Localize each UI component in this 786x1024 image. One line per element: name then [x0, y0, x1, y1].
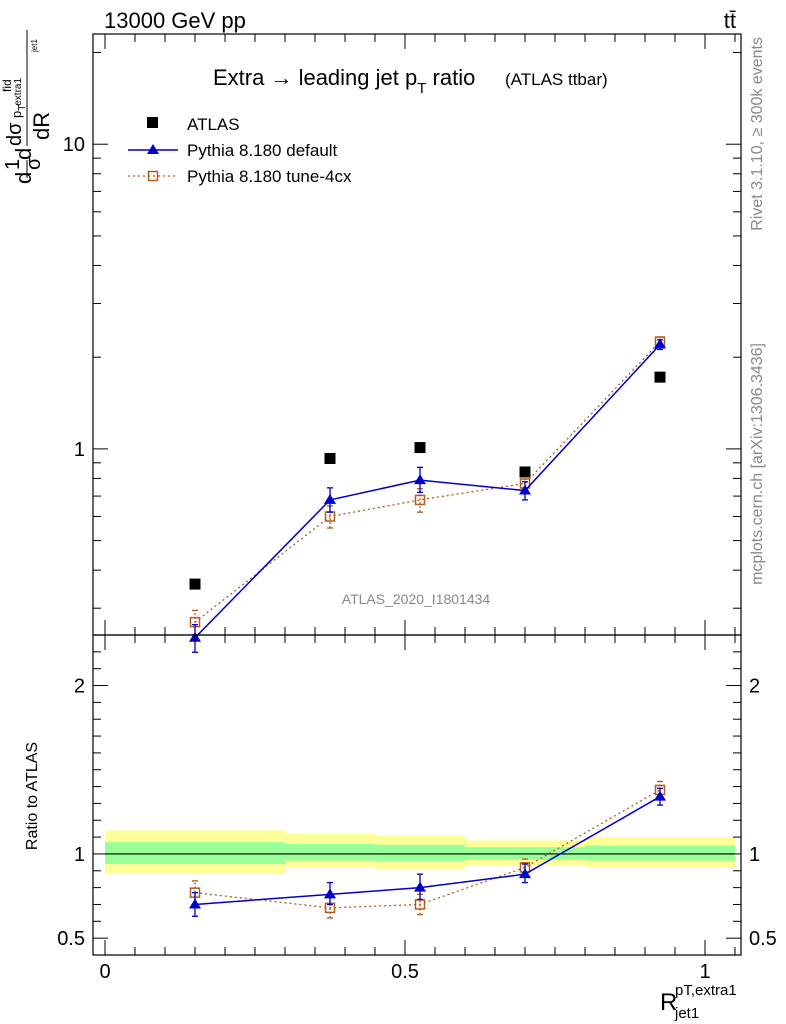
ratio-pythia-default-point	[324, 888, 336, 899]
ratio-ylabel: Ratio to ATLAS	[24, 742, 41, 850]
legend-marker-tune	[147, 170, 159, 182]
ylabel-one: 1	[2, 159, 24, 170]
ratio-pythia-default-point	[189, 898, 201, 909]
atlas-data-point	[324, 452, 336, 464]
ratio-band-green	[285, 843, 375, 861]
legend-marker-atlas	[147, 117, 158, 128]
ratio-xtick-label: 0.5	[391, 961, 419, 983]
title-tail: ratio	[426, 65, 475, 90]
tune-4cx-point	[414, 494, 426, 506]
pythia-default-point	[414, 474, 426, 485]
ratio-ytick-label: 2	[74, 676, 85, 698]
energy-label: 13000 GeV pp	[104, 8, 246, 33]
svg-text:fid: fid	[0, 79, 14, 92]
main-ylabel: d 1 σ d dσ fid pTextra1 jet1	[0, 30, 54, 184]
ratio-xtick-label: 1	[699, 961, 710, 983]
title-main: Extra → leading jet p	[213, 65, 417, 90]
ratio-series	[189, 780, 666, 919]
legend-label-atlas: ATLAS	[187, 115, 240, 134]
ratio-band-green	[375, 844, 465, 862]
svg-text:pTextra1: pTextra1	[9, 78, 28, 118]
ratio-ytick-label: 1	[74, 844, 85, 866]
atlas-data-point	[654, 371, 666, 383]
ylabel-dR: dR	[29, 112, 54, 140]
ylabel-d1: d	[11, 172, 36, 184]
title-note: (ATLAS ttbar)	[505, 70, 608, 89]
main-ytick-label: 1	[74, 439, 85, 461]
legend-label-default: Pythia 8.180 default	[187, 141, 338, 160]
ratio-pythia-default-point	[414, 881, 426, 892]
atlas-data-point	[189, 578, 201, 590]
pythia-default-point	[324, 493, 336, 504]
legend: ATLAS Pythia 8.180 default Pythia 8.180 …	[128, 115, 352, 186]
ylabel-fid: fid	[0, 79, 14, 92]
main-ticks: 1 10	[63, 34, 741, 635]
ratio-pythia-default-point	[519, 868, 531, 879]
svg-text:1: 1	[2, 159, 24, 170]
atlas-data-point	[414, 442, 426, 454]
pythia-default-point	[654, 338, 666, 349]
plot-title: Extra → leading jet pT ratio	[213, 65, 475, 97]
svg-text:d: d	[11, 148, 36, 160]
svg-text:jet1: jet1	[30, 39, 39, 53]
ratio-band-green	[105, 842, 285, 865]
ratio-ytick-label-right: 2	[749, 676, 760, 698]
ratio-bands	[105, 830, 735, 875]
svg-text:σ: σ	[23, 157, 45, 170]
ylabel-d2: d	[11, 148, 36, 160]
atlas-data-point	[519, 466, 531, 478]
process-label: tt̄	[724, 8, 736, 33]
analysis-label: ATLAS_2020_I1801434	[342, 591, 491, 607]
svg-text:d: d	[11, 172, 36, 184]
legend-marker-default	[147, 144, 159, 154]
ylabel-jet: jet1	[30, 39, 39, 53]
ylabel-dsigma: dσ	[4, 122, 26, 146]
xlabel-sup: pT,extra1	[675, 982, 737, 999]
title-sub: T	[417, 80, 426, 97]
ylabel-extra: extra1	[13, 78, 24, 106]
ylabel-sigma: σ	[23, 157, 45, 170]
main-panel: 110 Extra → leading jet pT ratio (ATLAS …	[0, 30, 742, 653]
ratio-xtick-label: 0	[99, 961, 110, 983]
svg-text:dσ: dσ	[4, 122, 26, 146]
pythia-default-point	[519, 484, 531, 495]
ratio-ytick-label: 0.5	[57, 928, 85, 950]
tune-4cx-line	[194, 341, 661, 623]
ratio-pythia-default-point	[654, 790, 666, 801]
ratio-band-green	[585, 845, 735, 861]
main-ytick-label: 10	[63, 134, 85, 156]
ylabel-p: p	[9, 111, 24, 118]
main-series	[189, 336, 666, 653]
ratio-ytick-label-right: 0.5	[749, 928, 777, 950]
xlabel-main: R	[660, 989, 677, 1016]
xlabel-sub: jet1	[674, 1005, 699, 1022]
svg-text:dR: dR	[29, 112, 54, 140]
xlabel: R	[660, 989, 677, 1016]
ylabel-T: T	[17, 105, 28, 111]
ratio-ytick-label-right: 1	[749, 844, 760, 866]
legend-label-tune: Pythia 8.180 tune-4cx	[187, 167, 352, 186]
rivet-label: Rivet 3.1.10, ≥ 300k events	[749, 37, 766, 231]
ratio-tune-4cx-line	[194, 789, 661, 909]
ratio-frame	[92, 634, 742, 956]
mcplots-label: mcplots.cern.ch [arXiv:1306.3436]	[749, 343, 766, 585]
ratio-ticks: 0.5 0.5 1 1 2 2 0 0.5 1	[57, 634, 777, 983]
ratio-panel: 0.5 0.5 1 1 2 2 0 0.5 1 Ratio to ATLAS R pT,extr…	[24, 634, 777, 1022]
